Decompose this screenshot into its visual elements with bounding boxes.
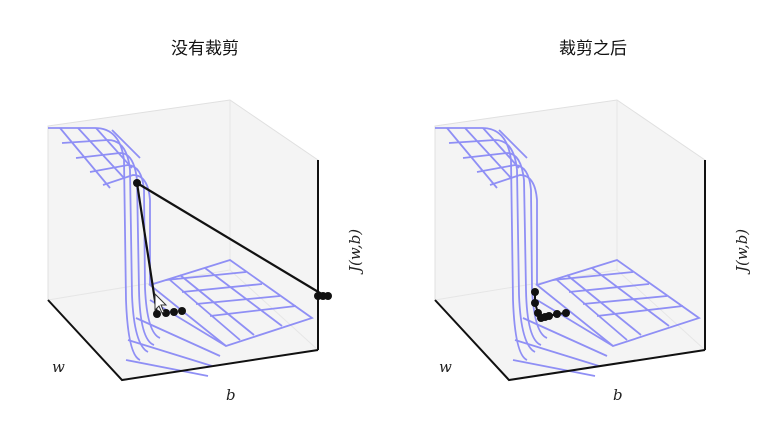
axis-label-w-left: w: [52, 358, 65, 376]
panel-title-no-clipping: 没有裁剪: [171, 39, 239, 59]
cursor-arrow-icon: [154, 292, 168, 314]
axis-label-b-left: b: [226, 386, 236, 404]
frame-right: [434, 299, 706, 382]
axis-label-j-right: J(w,b): [733, 229, 751, 275]
panel-title-after-clipping: 裁剪之后: [559, 39, 627, 59]
plot-no-clipping: w b J(w,b): [47, 99, 364, 404]
plot-after-clipping: w b J(w,b): [434, 99, 751, 404]
axis-label-w-right: w: [439, 358, 452, 376]
trajectory-right: [531, 288, 570, 322]
axis-label-j-left: J(w,b): [346, 229, 364, 275]
frame-left: [47, 299, 319, 382]
axis-label-b-right: b: [613, 386, 623, 404]
surface-left: [48, 127, 314, 377]
surface-right: [435, 127, 701, 377]
